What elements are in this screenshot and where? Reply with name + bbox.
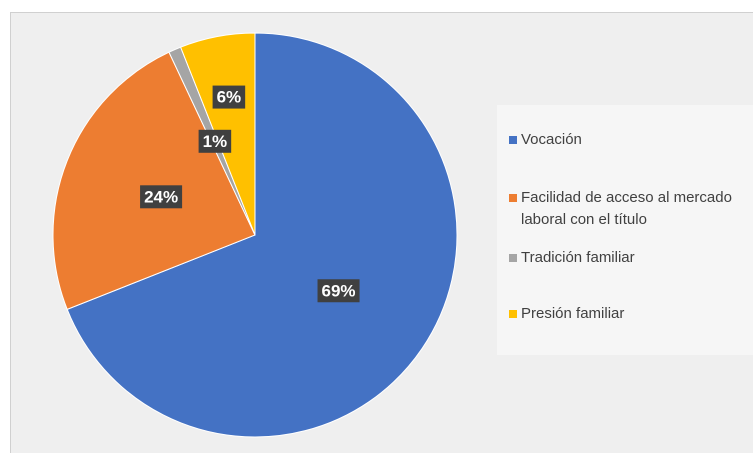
data-label-box <box>198 129 232 153</box>
legend-item: Tradición familiar <box>509 247 753 269</box>
legend-label: Presión familiar <box>521 305 625 322</box>
data-label-box <box>212 85 246 109</box>
legend-item: Presión familiar <box>509 303 753 325</box>
legend-label: Facilidad de acceso al mercado laboral c… <box>521 189 732 228</box>
data-label-text: 24% <box>144 187 178 206</box>
legend-label: Tradición familiar <box>521 249 635 266</box>
legend-swatch <box>509 310 517 318</box>
legend-item: Facilidad de acceso al mercado laboral c… <box>509 187 753 231</box>
data-label: 1% <box>198 129 232 153</box>
data-label-box <box>317 279 360 303</box>
legend-swatch <box>509 254 517 262</box>
legend-swatch <box>509 136 517 144</box>
legend: Vocación Facilidad de acceso al mercado l… <box>497 105 753 355</box>
data-label: 69% <box>317 279 360 303</box>
data-label-box <box>140 185 183 209</box>
data-label-text: 1% <box>203 132 228 151</box>
pie-slice <box>52 51 256 311</box>
data-label-text: 6% <box>217 88 242 107</box>
legend-item: Vocación <box>509 129 753 151</box>
pie-slice <box>66 32 458 438</box>
data-label-text: 69% <box>322 281 356 300</box>
legend-swatch <box>509 194 517 202</box>
data-label: 24% <box>140 185 183 209</box>
data-label: 6% <box>212 85 246 109</box>
legend-label: Vocación <box>521 131 582 148</box>
